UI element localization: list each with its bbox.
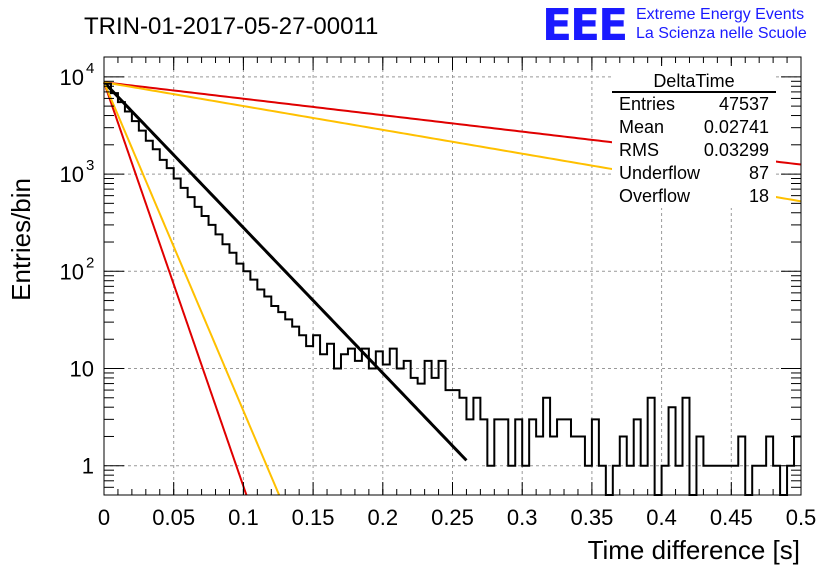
stats-label: Entries [619,94,675,114]
x-tick-label: 0.4 [646,505,677,530]
eee-logo-mark: EEE [542,0,626,51]
logo-line-1: Extreme Energy Events [636,6,804,23]
y-tick-label: 1 [82,454,94,479]
x-tick-label: 0.1 [228,505,259,530]
histogram-steps [104,82,801,496]
eee-logo: EEE Extreme Energy Events La Scienza nel… [542,0,807,51]
x-tick-label: 0.05 [152,505,195,530]
y-tick-label: 10 [60,162,84,187]
x-tick-label: 0.35 [570,505,613,530]
y-tick-exponent: 4 [86,60,94,77]
stats-value: 0.02741 [704,117,769,137]
stats-box-bg [612,66,776,208]
stats-value: 18 [749,186,769,206]
stats-value: 87 [749,163,769,183]
stats-label: RMS [619,140,659,160]
fit-curve-exp-fast-red [103,81,248,496]
stats-title: DeltaTime [653,71,734,91]
fit-curve-exp-fit [102,81,468,462]
stats-label: Overflow [619,186,691,206]
stats-value: 47537 [719,94,769,114]
stats-value: 0.03299 [704,140,769,160]
x-tick-label: 0.5 [786,505,817,530]
x-axis: 0 0.05 0.1 0.15 0.2 0.25 0.3 0.35 0.4 0.45 0.5 [98,57,816,530]
y-tick-label: 10 [70,357,94,382]
x-tick-label: 0.2 [368,505,399,530]
x-tick-label: 0.3 [507,505,538,530]
stats-label: Underflow [619,163,701,183]
x-tick-label: 0.15 [292,505,335,530]
y-tick-label: 10 [60,259,84,284]
y-tick-exponent: 3 [86,157,94,174]
y-tick-label: 10 [60,65,84,90]
logo-line-2: La Scienza nelle Scuole [636,25,807,42]
x-tick-label: 0.25 [431,505,474,530]
stats-box: DeltaTime Entries 47537 Mean 0.02741 RMS… [612,66,776,208]
fit-curve-exp-fast-orange [103,81,281,496]
histogram [104,82,801,496]
x-axis-label: Time difference [s] [588,535,800,565]
x-tick-label: 0 [98,505,110,530]
x-tick-label: 0.45 [710,505,753,530]
y-tick-exponent: 2 [86,254,94,271]
stats-label: Mean [619,117,664,137]
chart-title: TRIN-01-2017-05-27-00011 [84,13,378,40]
y-axis-label: Entries/bin [6,178,36,301]
